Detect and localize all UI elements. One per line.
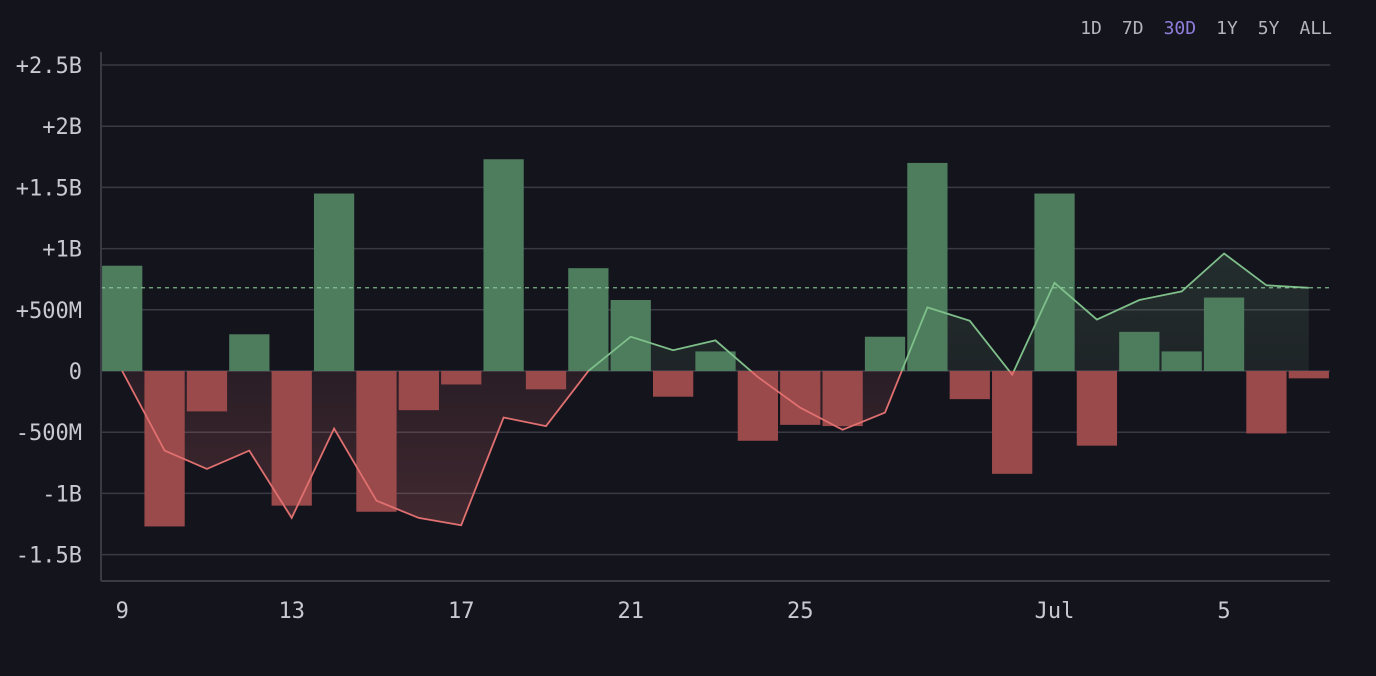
flow-bar [398,371,439,411]
range-tab-1y[interactable]: 1Y [1216,18,1238,39]
flow-bar [1076,371,1118,446]
range-tab-all[interactable]: ALL [1299,18,1332,39]
flow-bar [441,371,482,385]
x-tick-label: 13 [278,599,305,624]
x-tick-label: Jul [1035,599,1075,624]
y-tick-label: 0 [69,360,82,385]
line-positive-segment [122,252,1309,371]
flow-bar [652,371,694,397]
range-tab-5y[interactable]: 5Y [1257,18,1280,39]
range-tab-1d[interactable]: 1D [1080,18,1102,39]
x-tick-label: 25 [787,599,814,624]
range-tabs: 1D 7D 30D 1Y 5Y ALL [1080,18,1332,39]
flow-bar [356,371,397,512]
y-tick-label: -1.5B [16,544,82,569]
tick-labels: +2.5B +2B +1.5B +1B +500M 0 -500M -1B -1.5B 9 13 17… [16,54,1231,624]
flow-bar [864,336,906,371]
y-tick-label: +2B [42,115,82,140]
flow-bar [695,351,736,371]
flow-bar [525,371,567,390]
range-tab-30d[interactable]: 30D [1163,18,1197,39]
y-tick-label: +1.5B [16,176,82,201]
x-tick-label: 9 [116,599,129,624]
y-tick-label: -500M [16,421,82,446]
flow-bar [102,265,143,371]
cumulative-line [101,252,1330,527]
flow-bar [610,300,651,371]
flow-bar [271,371,312,506]
flow-bar [737,371,779,441]
flow-bar [1203,297,1245,371]
flow-bar [949,371,990,400]
x-tick-label: 5 [1217,599,1230,624]
x-tick-label: 21 [617,599,644,624]
x-tick-label: 17 [448,599,475,624]
flow-bar [186,371,228,412]
axes [100,52,1330,582]
flow-bar [483,159,524,371]
flow-bar [568,268,609,371]
y-tick-label: -1B [42,482,82,507]
line-negative-segment [121,371,1015,527]
flow-bar [313,193,355,371]
flow-bar [822,371,863,427]
y-tick-label: +1B [42,238,82,263]
flow-bar [992,371,1033,474]
flow-bar [229,334,270,371]
flow-bar [907,162,948,371]
y-tick-label: +2.5B [16,54,82,79]
flow-bar [1288,371,1329,379]
flow-bar [1119,331,1160,371]
flow-bar [1246,371,1287,434]
y-tick-label: +500M [16,299,82,324]
grid-lines [101,64,1330,556]
flow-bar [1161,351,1202,371]
range-tab-7d[interactable]: 7D [1121,18,1144,39]
